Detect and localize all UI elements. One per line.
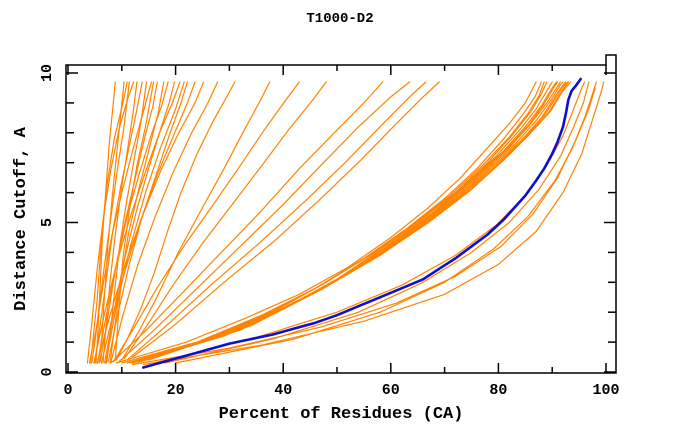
model-curve xyxy=(132,87,596,366)
model-curve xyxy=(137,81,559,363)
model-curve xyxy=(113,81,300,363)
model-curve xyxy=(118,81,411,363)
model-curve xyxy=(88,81,152,364)
chart-title: T1000-D2 xyxy=(306,11,373,27)
model-curve xyxy=(93,81,181,364)
model-curve xyxy=(110,81,384,364)
model-curve xyxy=(150,81,572,360)
model-curve xyxy=(102,81,138,364)
x-tick-label: 20 xyxy=(167,382,185,399)
model-curve xyxy=(114,81,155,361)
model-curve xyxy=(96,81,169,364)
model-curve xyxy=(132,81,440,358)
model-curve xyxy=(123,81,327,360)
model-curve xyxy=(110,81,219,363)
model-curve xyxy=(91,81,130,364)
y-axis-title: Distance Cutoff, A xyxy=(12,126,31,310)
x-tick-label: 0 xyxy=(63,382,72,399)
model-curve xyxy=(145,81,569,361)
model-curve xyxy=(86,81,135,364)
model-curve xyxy=(105,81,185,364)
model-curves xyxy=(86,77,605,369)
model-curve xyxy=(164,81,590,364)
model-curve xyxy=(175,81,597,364)
model-curve xyxy=(94,81,143,364)
model-curve xyxy=(115,81,236,361)
x-tick-label: 100 xyxy=(592,382,619,399)
model-curve xyxy=(121,81,271,361)
x-tick-label: 80 xyxy=(489,382,507,399)
model-curve xyxy=(148,81,569,361)
model-curve xyxy=(100,81,196,364)
axis-tick-labels: 0 20 40 60 80 100 0 5 10 xyxy=(39,64,620,399)
y-tick-label: 10 xyxy=(39,64,56,82)
model-curve xyxy=(99,81,158,363)
model-curve xyxy=(96,81,205,364)
axis-ticks xyxy=(66,65,616,373)
model-curve xyxy=(121,81,543,364)
model-curve xyxy=(142,81,605,366)
model-curve xyxy=(89,81,128,364)
model-curve xyxy=(129,81,545,364)
y-tick-label: 0 xyxy=(39,367,56,376)
x-axis-title: Percent of Residues (CA) xyxy=(219,405,464,424)
reference-curve xyxy=(142,77,583,369)
y-tick-label: 5 xyxy=(39,218,56,227)
x-tick-label: 60 xyxy=(382,382,400,399)
model-curve xyxy=(115,81,537,364)
model-curve xyxy=(126,81,548,364)
x-tick-label: 40 xyxy=(274,382,292,399)
model-curve xyxy=(126,81,427,361)
